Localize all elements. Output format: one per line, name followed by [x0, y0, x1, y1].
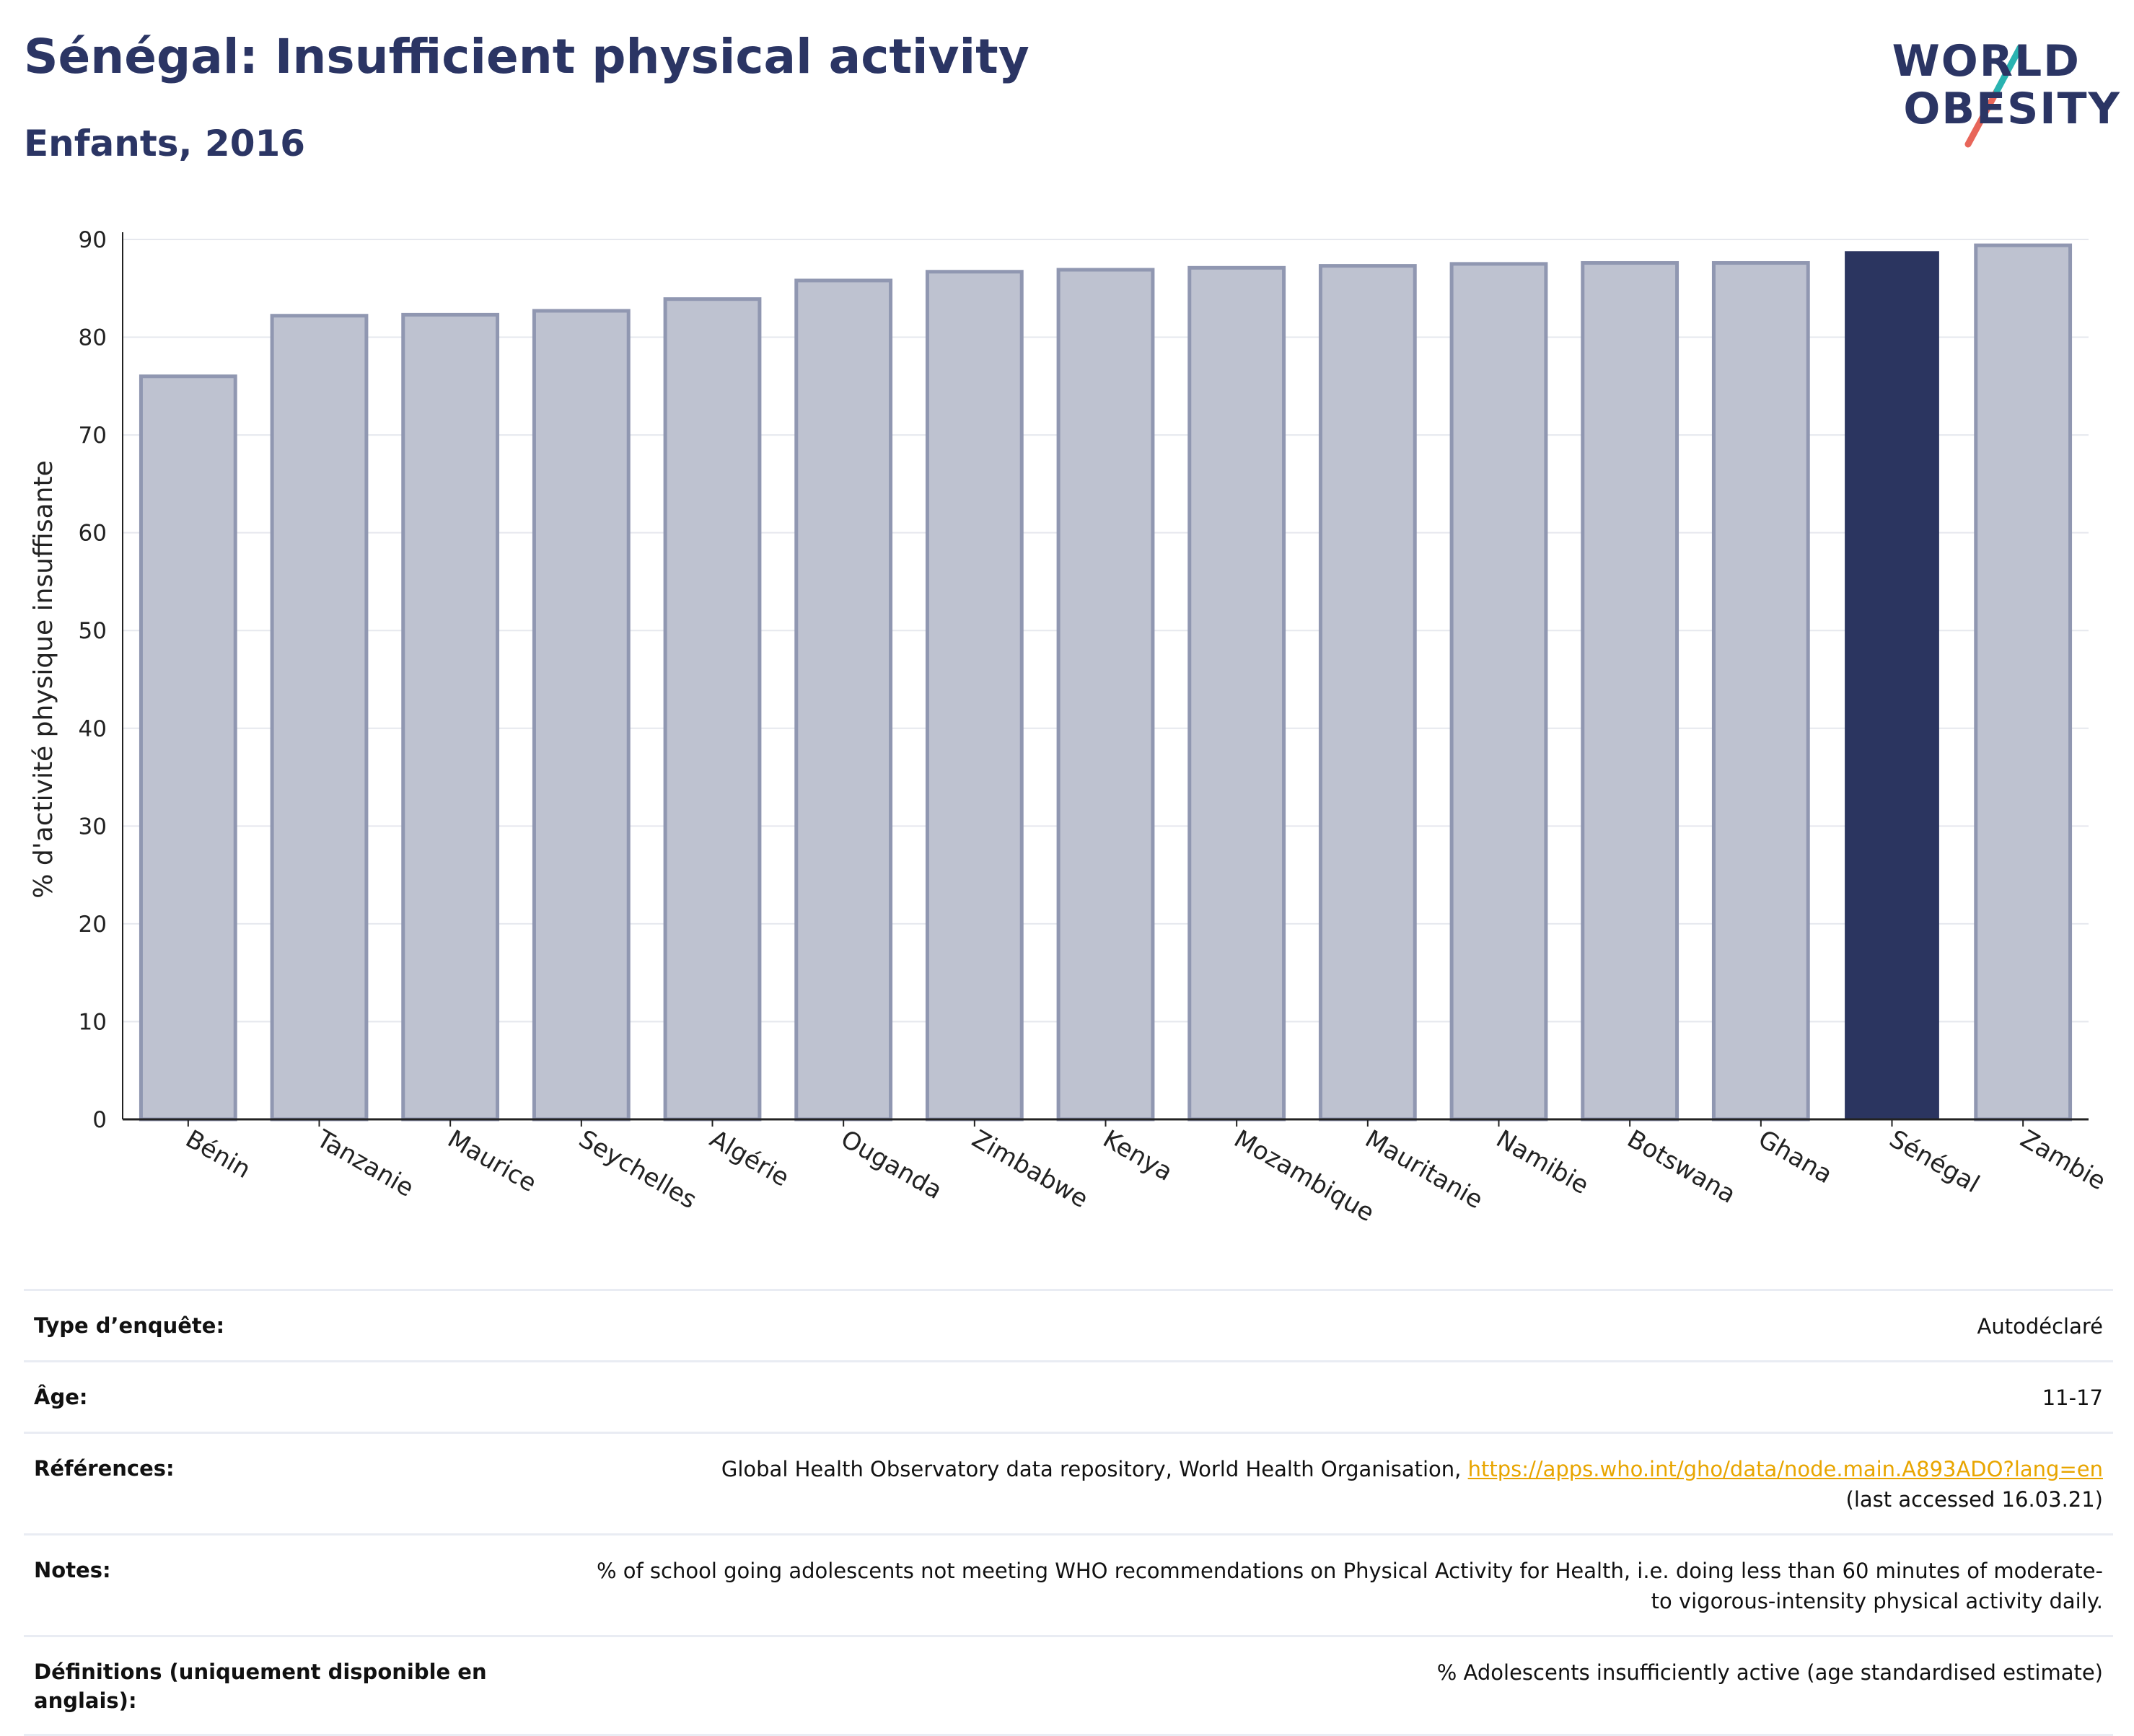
reference-link[interactable]: https://apps.who.int/gho/data/node.main.…	[1467, 1457, 2103, 1481]
x-tick-label: Zambie	[2016, 1124, 2111, 1196]
bar-kenya	[1056, 268, 1155, 1122]
bar-zimbabwe	[925, 270, 1024, 1122]
info-value: 11-17	[2042, 1383, 2113, 1413]
info-row: Notes: % of school going adolescents not …	[24, 1533, 2113, 1635]
y-tick-label: 50	[79, 618, 107, 644]
info-label: Notes:	[34, 1558, 111, 1582]
x-tick-label: Maurice	[443, 1124, 542, 1198]
chart-title: Sénégal: Insufficient physical activity	[24, 29, 1029, 84]
y-tick-label: 90	[79, 227, 107, 253]
x-tick-label: Mauritanie	[1360, 1124, 1488, 1215]
logo-slash-icon	[1964, 44, 2024, 148]
info-row: Âge: 11-17	[24, 1360, 2113, 1432]
info-value-text: Global Health Observatory data repositor…	[721, 1457, 1468, 1481]
x-tick-label: Tanzanie	[311, 1124, 418, 1203]
bar-ghana	[1711, 261, 1810, 1122]
bar-botswana	[1581, 261, 1679, 1122]
y-tick-label: 30	[79, 814, 107, 840]
info-value-text: % Adolescents insufficiently active (age…	[1436, 1660, 2103, 1685]
bar-mauritanie	[1318, 264, 1417, 1122]
logo-word-world: WORLD	[1892, 36, 2081, 87]
info-row: Références: Global Health Observatory dat…	[24, 1432, 2113, 1533]
x-tick-label: Namibie	[1491, 1124, 1594, 1200]
info-value-text: Autodéclaré	[1977, 1314, 2103, 1339]
x-tick-label: Ghana	[1753, 1124, 1837, 1189]
x-tick-label: Bénin	[180, 1124, 255, 1184]
bar-tanzanie	[270, 314, 369, 1122]
x-tick-label: Mozambique	[1229, 1124, 1379, 1228]
bar-algérie	[663, 297, 762, 1122]
info-table: Type d’enquête: Autodéclaré Âge: 11-17 Référ…	[24, 1289, 2113, 1736]
info-label: Définitions (uniquement disponible en an…	[34, 1660, 487, 1713]
x-tick-label: Seychelles	[574, 1124, 701, 1215]
y-tick-label: 40	[79, 716, 107, 742]
chart-subtitle: Enfants, 2016	[24, 123, 306, 164]
info-value: Global Health Observatory data repositor…	[721, 1454, 2113, 1515]
x-tick-label: Zimbabwe	[967, 1124, 1093, 1214]
info-value: % Adolescents insufficiently active (age…	[1437, 1657, 2113, 1688]
bar-sénégal	[1845, 251, 1939, 1120]
info-row: Type d’enquête: Autodéclaré	[24, 1289, 2113, 1360]
bar-seychelles	[532, 309, 631, 1122]
bar-zambie	[1974, 243, 2073, 1122]
info-value-note: (last accessed 16.03.21)	[1845, 1487, 2103, 1512]
info-value: Autodéclaré	[1977, 1311, 2113, 1341]
info-value-text: % of school going adolescents not meetin…	[596, 1559, 2103, 1613]
x-tick-label: Botswana	[1623, 1124, 1741, 1210]
y-tick-label: 80	[79, 325, 107, 351]
y-tick-label: 60	[79, 521, 107, 547]
info-value-text: 11-17	[2042, 1385, 2103, 1410]
y-tick-label: 70	[79, 423, 107, 449]
bar-bénin	[139, 374, 237, 1122]
info-row: Définitions (uniquement disponible en an…	[24, 1635, 2113, 1736]
bar-mozambique	[1187, 265, 1286, 1122]
logo-word-obesity: OBESITY	[1903, 84, 2121, 134]
world-obesity-logo: WORLD OBESITY	[1876, 22, 2121, 151]
bar-namibie	[1449, 262, 1548, 1122]
x-tick-label: Ouganda	[836, 1124, 947, 1205]
x-tick-label: Kenya	[1098, 1124, 1177, 1187]
x-tick-label: Algérie	[705, 1124, 794, 1192]
info-value: % of school going adolescents not meetin…	[588, 1556, 2113, 1616]
x-tick-label: Sénégal	[1884, 1124, 1985, 1199]
y-tick-label: 10	[79, 1009, 107, 1035]
y-tick-label: 0	[92, 1107, 107, 1133]
y-axis-label: % d'activité physique insuffisante	[29, 460, 58, 898]
info-label: Âge:	[34, 1385, 88, 1409]
info-label: Type d’enquête:	[34, 1313, 225, 1338]
info-label: Références:	[34, 1456, 175, 1481]
bar-ouganda	[794, 278, 893, 1122]
bar-chart: 0 10 20 30 40 50 60 70 80 90 Bénin Tanzanie Maurice S…	[29, 227, 2111, 1228]
y-tick-label: 20	[79, 912, 107, 938]
bar-maurice	[401, 312, 500, 1122]
